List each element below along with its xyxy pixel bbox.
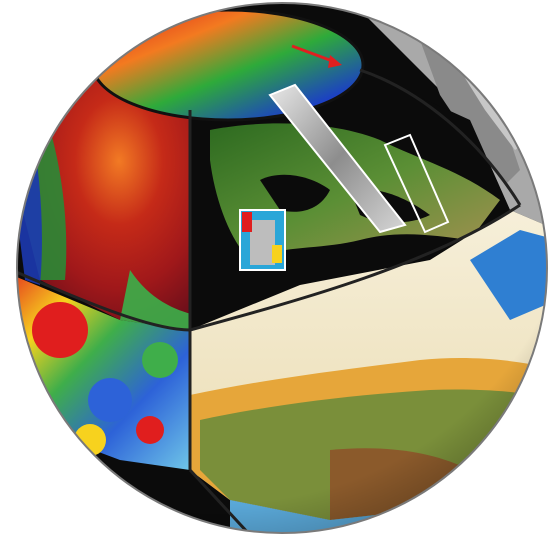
globe-outline bbox=[16, 2, 548, 534]
red-arrow-icon bbox=[291, 44, 342, 68]
